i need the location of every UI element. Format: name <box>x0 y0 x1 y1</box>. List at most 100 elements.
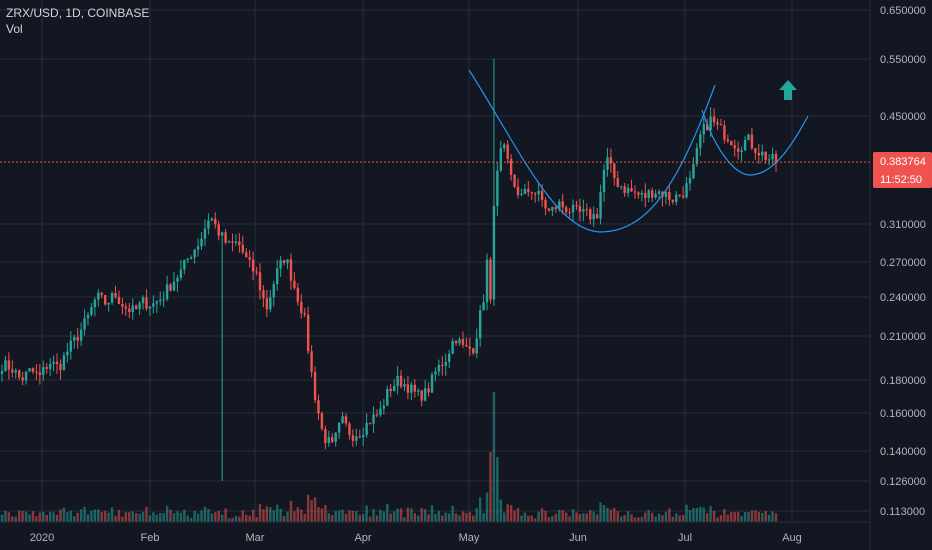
volume-bar <box>241 510 245 522</box>
volume-bar <box>444 512 447 522</box>
volume-bar <box>245 514 248 522</box>
volume-bar <box>73 516 76 522</box>
volume-bar <box>234 515 238 522</box>
volume-bar <box>747 512 750 522</box>
volume-bar <box>499 499 503 522</box>
candle-body <box>282 260 286 264</box>
candle-body <box>747 134 750 141</box>
volume-bar <box>496 457 499 522</box>
candle-body <box>379 408 382 416</box>
volume-bar <box>447 513 451 522</box>
volume-bar <box>616 511 619 522</box>
candle-body <box>633 191 637 193</box>
volume-bar <box>386 503 389 522</box>
candle-body <box>726 139 730 142</box>
candle-body <box>62 355 66 370</box>
volume-bar <box>489 452 492 522</box>
volume-bar <box>513 510 516 522</box>
volume-bar <box>664 511 668 522</box>
candle-body <box>733 145 736 149</box>
volume-bar <box>14 516 17 522</box>
volume-bar <box>258 504 262 522</box>
volume-bar <box>79 509 83 522</box>
volume-bar <box>220 514 224 522</box>
volume-bar <box>726 514 730 522</box>
candle-body <box>21 377 24 381</box>
candle-body <box>771 153 774 160</box>
countdown-label: 11:52:50 <box>880 174 922 186</box>
candle-body <box>540 190 544 200</box>
volume-bar <box>331 515 334 522</box>
candle-body <box>578 206 582 212</box>
volume-bar <box>28 514 31 522</box>
volume-bar <box>334 510 337 522</box>
candle-body <box>35 371 38 373</box>
volume-bar <box>564 512 568 522</box>
volume-bar <box>644 512 647 522</box>
volume-bar <box>482 513 485 522</box>
candle-body <box>286 259 289 264</box>
candle-body <box>289 259 293 281</box>
candle-body <box>640 192 644 195</box>
price-scale[interactable]: 0.650000 0.550000 0.450000 0.310000 0.270000… <box>880 5 926 518</box>
time-axis[interactable]: 2020 Feb Mar Apr May Jun Jul Aug <box>30 532 802 544</box>
volume-bar <box>592 511 595 522</box>
volume-bar <box>169 509 172 522</box>
volume-bar <box>227 518 231 522</box>
candle-body <box>176 277 179 282</box>
candle-body <box>699 134 702 148</box>
candle-body <box>241 245 245 253</box>
volume-bar <box>45 514 48 522</box>
volume-bar <box>38 512 42 522</box>
volume-bar <box>472 515 475 522</box>
candle-body <box>709 116 712 131</box>
volume-bar <box>417 515 420 522</box>
volume-bar <box>375 515 379 522</box>
candle-body <box>530 192 533 194</box>
candle-body <box>172 281 176 291</box>
candle-body <box>138 303 141 310</box>
candle-body <box>396 375 399 386</box>
candle-body <box>482 302 485 311</box>
candle-body <box>169 284 172 291</box>
volume-bar <box>306 494 310 522</box>
volume-bar <box>527 515 530 522</box>
volume-bar <box>110 507 114 522</box>
volume-bar <box>269 507 272 522</box>
candle-body <box>668 192 671 200</box>
volume-bar <box>623 514 626 522</box>
volume-bar <box>733 512 736 522</box>
candle-body <box>351 435 355 441</box>
candle-body <box>200 238 203 247</box>
volume-bar <box>128 512 131 522</box>
current-price-label: 0.383764 <box>880 156 926 168</box>
volume-bar <box>640 516 644 522</box>
volume-bar <box>774 513 778 522</box>
candle-body <box>114 293 117 298</box>
volume-bar <box>451 505 454 522</box>
candle-body <box>121 303 124 307</box>
price-tick-label: 0.450000 <box>880 111 926 123</box>
volume-bar <box>35 516 38 522</box>
volume-bar <box>427 514 430 522</box>
volume-bar <box>93 509 97 522</box>
volume-bar <box>688 509 692 522</box>
candle-body <box>52 361 55 364</box>
candle-body <box>55 361 59 365</box>
candle-body <box>595 214 599 219</box>
candle-body <box>692 163 695 178</box>
volume-bar <box>83 506 86 522</box>
volume-bar <box>131 511 134 522</box>
candle-body <box>306 314 310 352</box>
candle-body <box>210 218 214 221</box>
volume-bar <box>69 510 73 522</box>
volume-bar <box>516 507 520 522</box>
candle-body <box>441 364 444 366</box>
volume-bar <box>196 513 200 522</box>
candle-body <box>186 259 189 261</box>
candle-body <box>761 151 764 156</box>
volume-bar <box>551 516 554 522</box>
candle-body <box>564 207 568 213</box>
candle-body <box>214 218 217 225</box>
